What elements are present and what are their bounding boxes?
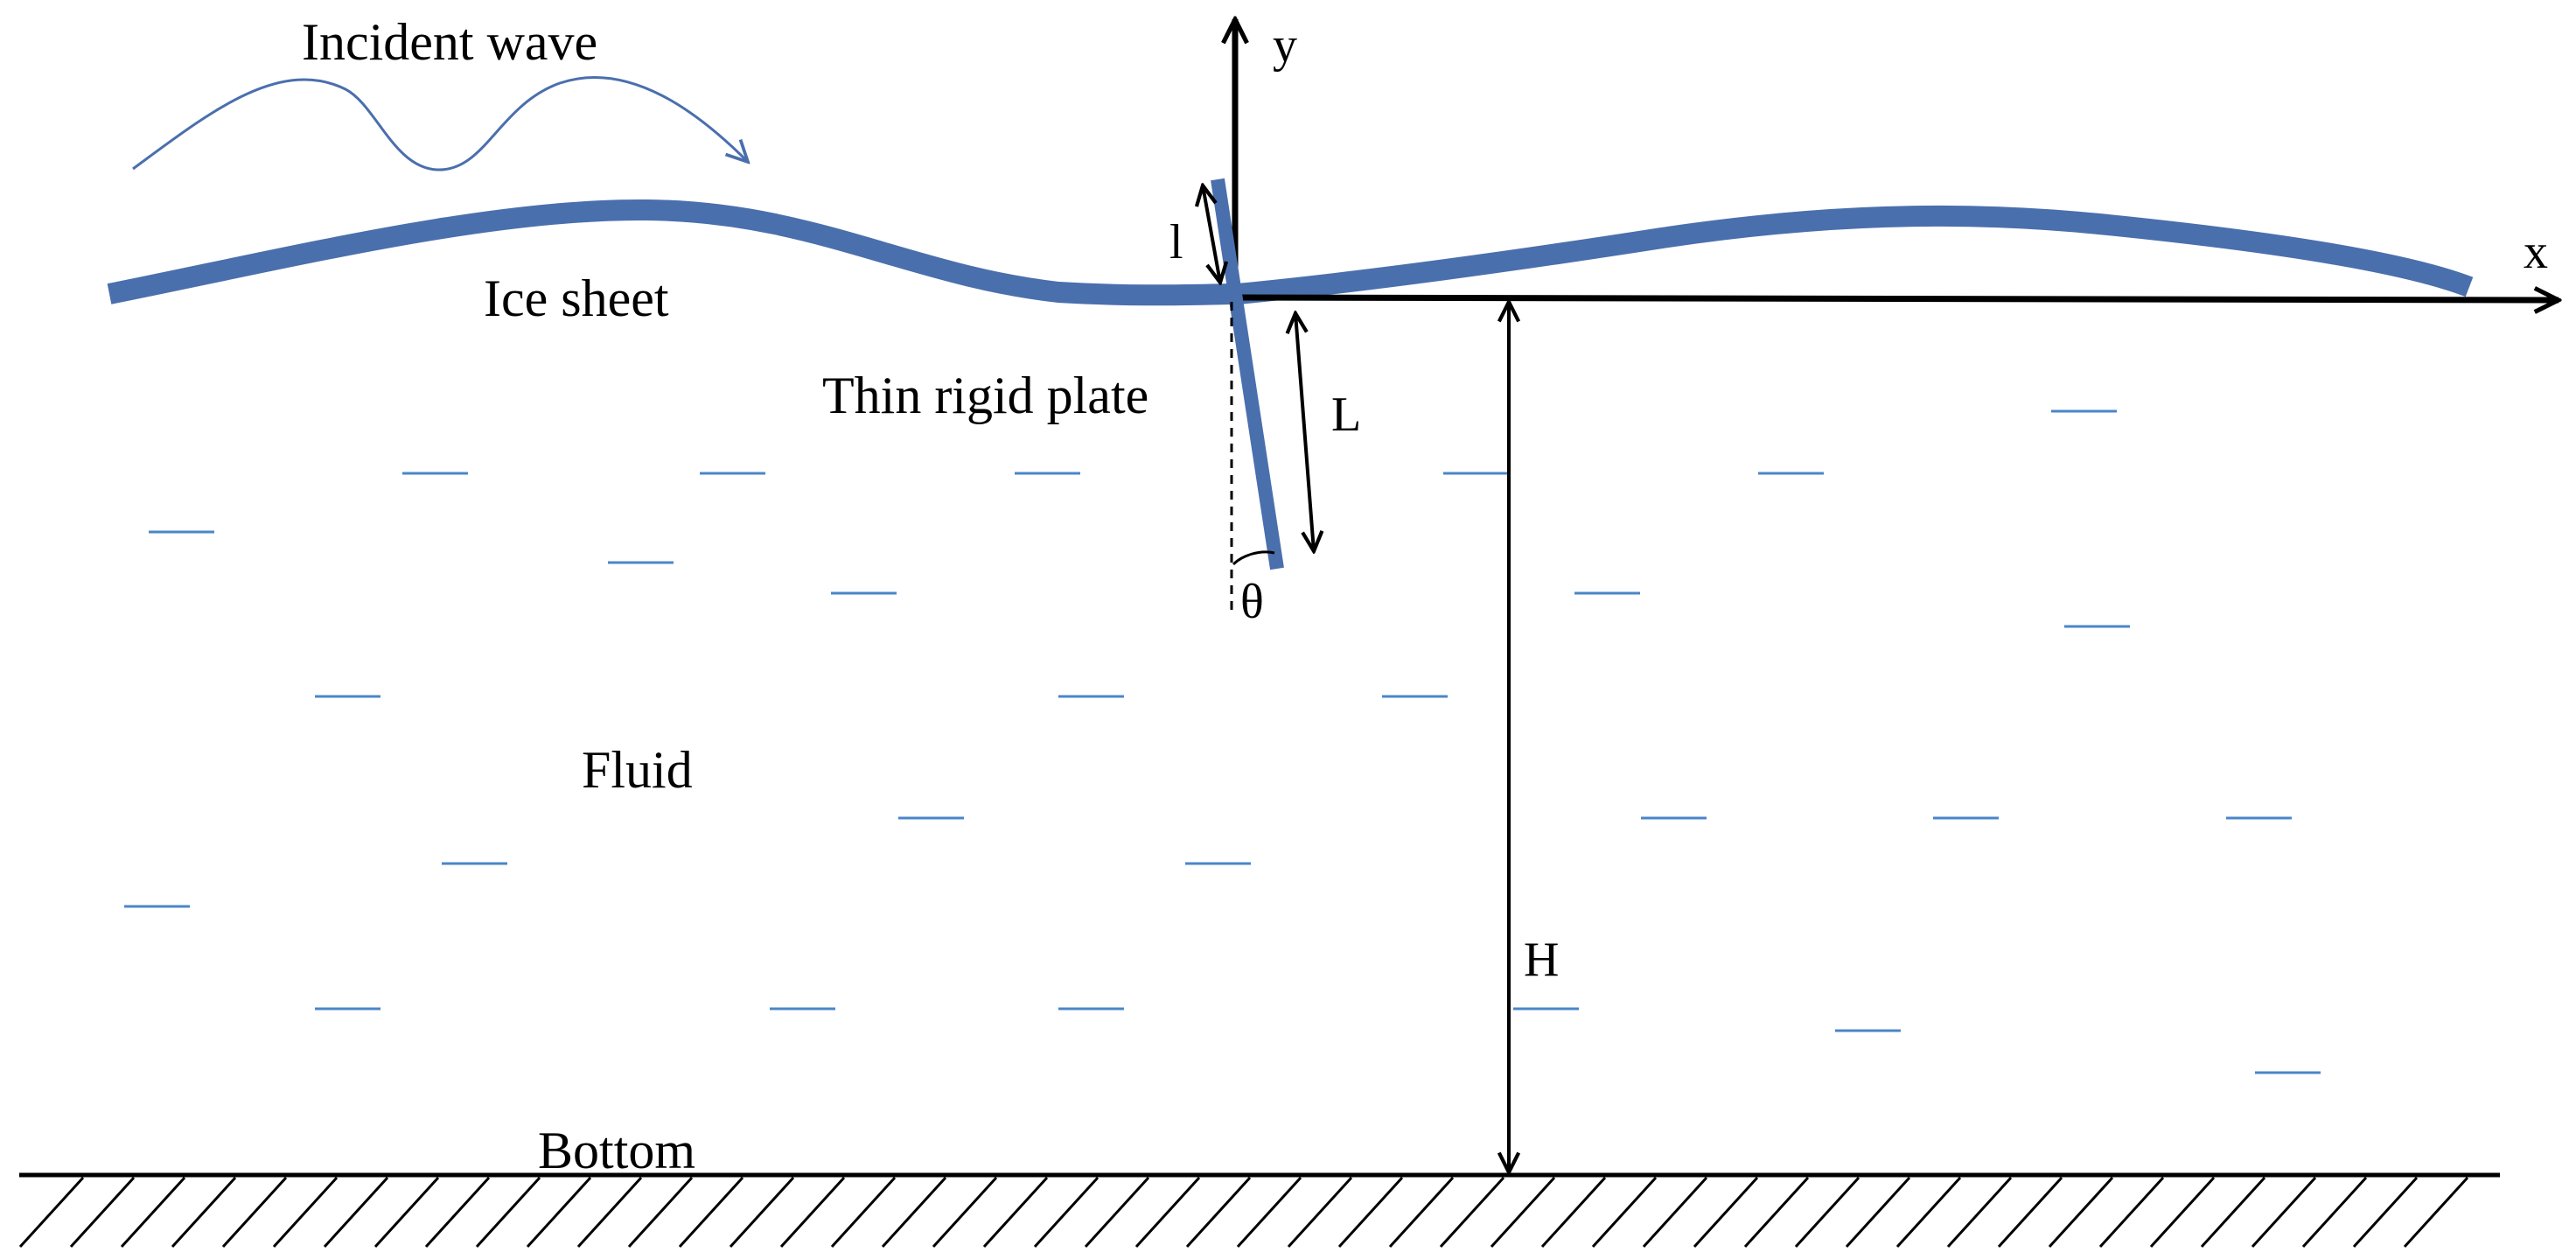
hatch-line bbox=[2149, 1176, 2216, 1249]
angle-label: θ bbox=[1240, 575, 1264, 629]
hatch-line bbox=[2200, 1176, 2266, 1249]
hatch-line bbox=[1490, 1176, 1556, 1249]
bottom-label: Bottom bbox=[538, 1122, 695, 1179]
depth-label: H bbox=[1524, 933, 1559, 987]
fluid-dashes bbox=[124, 409, 2321, 1074]
hatch-line bbox=[576, 1176, 643, 1249]
hatch-line bbox=[475, 1176, 541, 1249]
hatch-line bbox=[1946, 1176, 2013, 1249]
hatch-line bbox=[1185, 1176, 1252, 1249]
hatch-line bbox=[830, 1176, 897, 1249]
hatch-line bbox=[1084, 1176, 1150, 1249]
bottom-hatching bbox=[18, 1176, 2469, 1249]
hatch-line bbox=[1236, 1176, 1302, 1249]
hatch-line bbox=[120, 1176, 186, 1249]
hatch-line bbox=[69, 1176, 136, 1249]
hatch-line bbox=[1845, 1176, 1911, 1249]
hatch-line bbox=[1287, 1176, 1353, 1249]
hatch-line bbox=[1794, 1176, 1860, 1249]
hatch-line bbox=[526, 1176, 592, 1249]
thin-rigid-plate bbox=[1211, 178, 1284, 570]
hatch-line bbox=[932, 1176, 998, 1249]
incident-wave-label: Incident wave bbox=[302, 13, 597, 71]
hatch-line bbox=[982, 1176, 1049, 1249]
y-axis-label: y bbox=[1273, 18, 1297, 73]
hatch-line bbox=[2301, 1176, 2368, 1249]
hatch-line bbox=[1591, 1176, 1658, 1249]
hatch-line bbox=[1033, 1176, 1100, 1249]
hatch-line bbox=[272, 1176, 339, 1249]
hatch-line bbox=[627, 1176, 694, 1249]
hatch-line bbox=[1743, 1176, 1810, 1249]
hatch-line bbox=[1997, 1176, 2063, 1249]
hatch-line bbox=[2352, 1176, 2419, 1249]
hatch-line bbox=[171, 1176, 237, 1249]
angle-arc bbox=[1232, 550, 1275, 566]
x-axis-label: x bbox=[2524, 225, 2548, 279]
incident-wave-arrow bbox=[132, 75, 748, 171]
ice-sheet-label: Ice sheet bbox=[484, 269, 669, 327]
hatch-line bbox=[2098, 1176, 2165, 1249]
hatch-line bbox=[2048, 1176, 2114, 1249]
hatch-line bbox=[1134, 1176, 1201, 1249]
hatch-line bbox=[1540, 1176, 1607, 1249]
thin-rigid-plate-label: Thin rigid plate bbox=[822, 367, 1148, 424]
hatch-line bbox=[18, 1176, 85, 1249]
hatch-line bbox=[2403, 1176, 2469, 1249]
lower-length-label: L bbox=[1331, 388, 1361, 442]
hatch-line bbox=[729, 1176, 795, 1249]
hatch-line bbox=[1693, 1176, 1759, 1249]
hatch-line bbox=[2251, 1176, 2317, 1249]
hatch-line bbox=[323, 1176, 389, 1249]
hatch-line bbox=[1388, 1176, 1455, 1249]
hatch-line bbox=[779, 1176, 846, 1249]
hatch-line bbox=[1439, 1176, 1505, 1249]
hatch-line bbox=[881, 1176, 947, 1249]
hatch-line bbox=[678, 1176, 744, 1249]
fluid-label: Fluid bbox=[582, 741, 693, 799]
hatch-line bbox=[221, 1176, 288, 1249]
hatch-line bbox=[373, 1176, 440, 1249]
upper-length-label: l bbox=[1169, 215, 1183, 269]
hatch-line bbox=[1642, 1176, 1708, 1249]
upper-length-arrow bbox=[1203, 185, 1220, 283]
hatch-line bbox=[424, 1176, 491, 1249]
lower-length-arrow bbox=[1295, 313, 1314, 551]
hatch-line bbox=[1895, 1176, 1962, 1249]
ice-sheet bbox=[107, 199, 2474, 306]
x-axis bbox=[1234, 297, 2559, 300]
hatch-line bbox=[1337, 1176, 1404, 1249]
